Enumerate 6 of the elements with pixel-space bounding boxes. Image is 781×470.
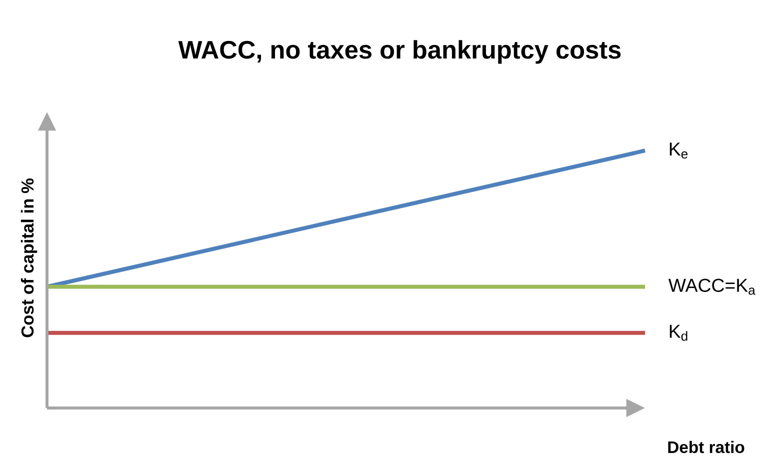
- x-axis-title: Debt ratio: [668, 440, 744, 454]
- chart-title: WACC, no taxes or bankruptcy costs: [178, 40, 621, 64]
- series-label: WACC=K$_{a}$: [668, 278, 756, 295]
- series-label: K$_{e}$: [670, 142, 688, 159]
- y-axis-title: Cost of capital in %: [20, 178, 38, 338]
- series-label: K$_{d}$: [670, 324, 688, 341]
